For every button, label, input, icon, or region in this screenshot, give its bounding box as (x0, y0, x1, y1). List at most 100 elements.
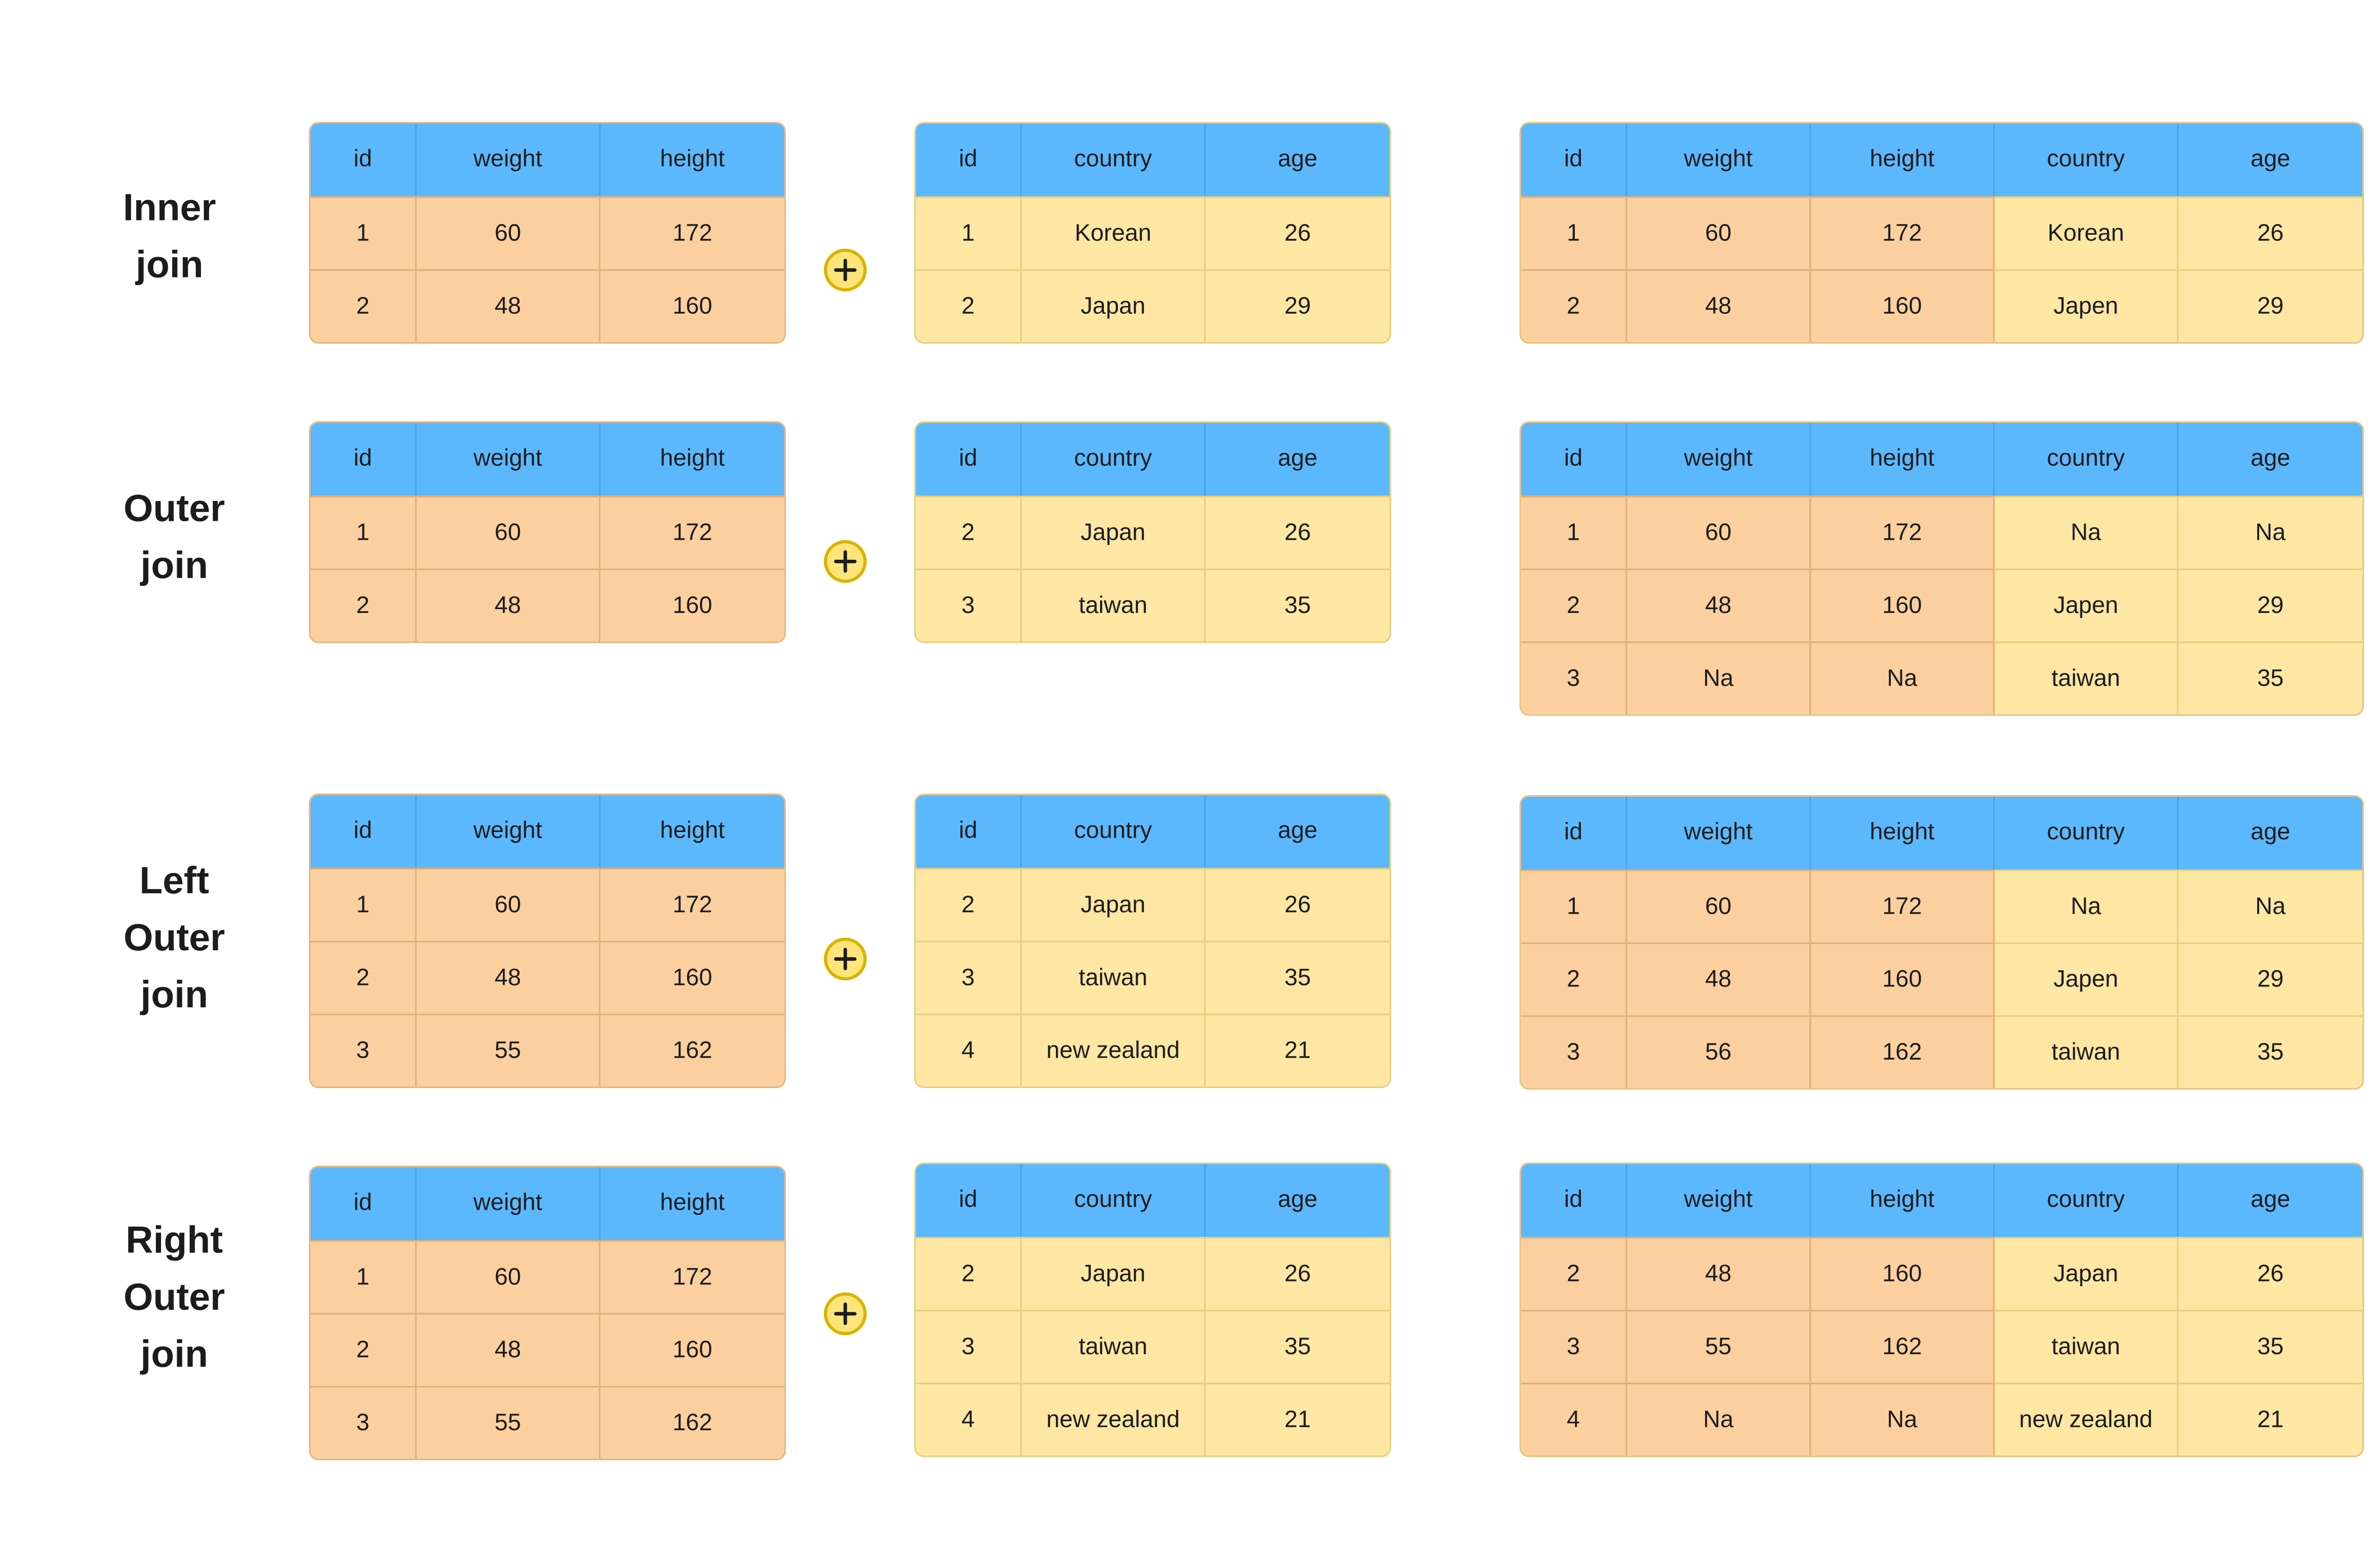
table-cell: Na (1994, 496, 2179, 569)
table-cell: Na (1811, 1382, 1995, 1456)
column-header: id (1521, 796, 1628, 870)
column-header: country (1022, 422, 1206, 496)
table-cell: 48 (416, 269, 601, 342)
column-header: weight (417, 795, 601, 868)
table-header-row: id weight height (310, 123, 785, 197)
table-cell: 160 (600, 568, 785, 641)
table-cell: 1 (916, 196, 1022, 269)
table-header-row: id weight height (310, 1167, 785, 1240)
table-row: 3 55 162 (310, 1386, 785, 1459)
column-header: id (1521, 422, 1628, 496)
column-header: age (1277, 445, 1318, 472)
table-cell: 2 (310, 568, 417, 641)
table-cell: 2 (916, 269, 1022, 342)
table-row: 3 taiwan 35 (916, 568, 1390, 641)
table-cell: 162 (1811, 1310, 1995, 1383)
column-header: age (2251, 1186, 2290, 1214)
table-cell: 48 (1627, 568, 1811, 641)
table-header-row: id country age (916, 1164, 1390, 1237)
right-table-inner: id country age 1 Korean 26 2 Japan 29 (914, 122, 1391, 344)
table-cell: 3 (1521, 1015, 1628, 1088)
column-header: id (311, 422, 417, 496)
table-cell: 3 (916, 568, 1022, 641)
table-cell: 162 (600, 1013, 785, 1087)
table-row: 3 taiwan 35 (916, 1310, 1390, 1383)
column-header: age (2251, 819, 2290, 846)
column-header: age (2251, 445, 2290, 472)
left-table-outer: id weight height 1 60 172 2 48 160 (309, 421, 786, 643)
join-label-right-outer: Right Outer join (124, 1219, 225, 1377)
table-cell: 35 (1206, 940, 1390, 1014)
table-cell: 26 (2178, 1237, 2363, 1310)
table-header-row: id country age (916, 422, 1390, 496)
column-header: id (916, 422, 1022, 496)
table-row: 2 48 160 (310, 568, 785, 641)
table-cell: Korean (1022, 196, 1206, 269)
plus-circle-icon (824, 249, 867, 292)
column-header: height (660, 817, 725, 844)
table-cell: 160 (600, 269, 785, 342)
table-cell: 160 (1811, 568, 1995, 641)
table-header-row: id weight height country age (1521, 1164, 2363, 1237)
table-cell: 160 (1811, 1237, 1995, 1310)
table-row: 2 48 160 (310, 269, 785, 342)
table-row: 1 60 172 (310, 1240, 785, 1313)
table-cell: 35 (2178, 1310, 2363, 1383)
table-cell: Na (1811, 641, 1995, 715)
table-cell: 172 (600, 868, 785, 941)
table-cell: 160 (600, 940, 785, 1014)
result-table-inner: id weight height country age 1 60 172 Korean 26 2 4… (1519, 122, 2364, 344)
column-header: height (660, 445, 725, 472)
table-cell: taiwan (1022, 568, 1206, 641)
table-row: 3 55 162 taiwan 35 (1521, 1310, 2363, 1383)
table-cell: Japan (1022, 1237, 1206, 1310)
left-table-inner: id weight height 1 60 172 2 48 160 (309, 122, 786, 344)
table-cell: taiwan (1022, 1310, 1206, 1383)
table-row: 1 Korean 26 (916, 196, 1390, 269)
table-cell: 172 (600, 1240, 785, 1313)
table-cell: 60 (416, 1240, 601, 1313)
table-cell: Japen (1994, 269, 2179, 342)
table-row: 1 60 172 (310, 196, 785, 269)
table-cell: 35 (2178, 1015, 2363, 1088)
table-cell: 2 (916, 496, 1022, 569)
table-cell: 60 (416, 496, 601, 569)
column-header: country (1022, 795, 1206, 868)
table-cell: 172 (600, 196, 785, 269)
table-cell: 60 (1627, 196, 1811, 269)
column-header: country (1022, 1164, 1206, 1237)
table-row: 4 new zealand 21 (916, 1013, 1390, 1087)
table-row: 4 Na Na new zealand 21 (1521, 1382, 2363, 1456)
table-header-row: id weight height country age (1521, 796, 2363, 870)
column-header: id (311, 123, 417, 197)
table-cell: Na (1627, 1382, 1811, 1456)
column-header: country (1995, 123, 2179, 197)
join-label-left-outer: Left Outer join (124, 860, 225, 1017)
table-cell: 1 (310, 496, 417, 569)
table-cell: 4 (916, 1013, 1022, 1087)
table-cell: taiwan (1994, 1310, 2179, 1383)
column-header: height (1811, 796, 1995, 870)
table-header-row: id weight height country age (1521, 123, 2363, 197)
table-header-row: id weight height (310, 422, 785, 496)
column-header: id (311, 1167, 417, 1240)
table-header-row: id weight height (310, 795, 785, 868)
table-cell: 172 (1811, 496, 1995, 569)
column-header: country (1022, 123, 1206, 197)
table-cell: 29 (2178, 269, 2363, 342)
table-cell: 26 (1206, 496, 1390, 569)
left-table-left-outer: id weight height 1 60 172 2 48 160 3 55 162 (309, 793, 786, 1088)
table-cell: 4 (1521, 1382, 1628, 1456)
left-table-right-outer: id weight height 1 60 172 2 48 160 3 55 162 (309, 1166, 786, 1461)
table-cell: 1 (1521, 496, 1628, 569)
table-row: 3 56 162 taiwan 35 (1521, 1015, 2363, 1088)
column-header: age (1277, 145, 1318, 173)
table-cell: 26 (1206, 196, 1390, 269)
table-cell: 48 (1627, 269, 1811, 342)
table-cell: Korean (1994, 196, 2179, 269)
table-cell: 3 (1521, 1310, 1628, 1383)
table-cell: 1 (1521, 196, 1628, 269)
table-row: 1 60 172 Korean 26 (1521, 196, 2363, 269)
table-row: 1 60 172 Na Na (1521, 869, 2363, 943)
table-cell: 172 (600, 496, 785, 569)
